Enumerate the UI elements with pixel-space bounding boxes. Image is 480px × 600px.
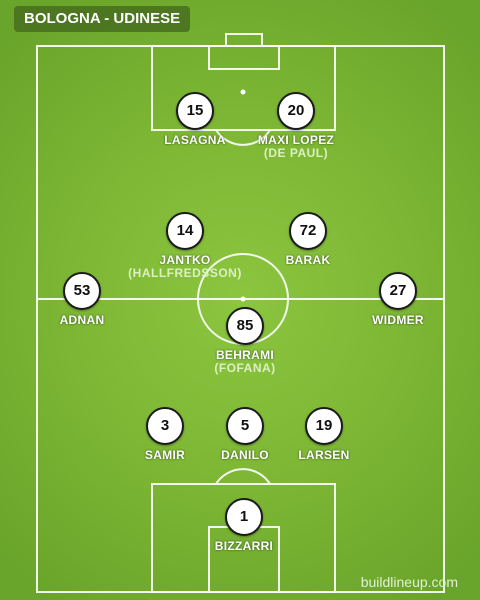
player-1[interactable]: 1 BIZZARRI [174, 498, 314, 553]
player-number-badge: 5 [226, 407, 264, 445]
player-72[interactable]: 72 BARAK [238, 212, 378, 267]
player-number-badge: 53 [63, 272, 101, 310]
player-name: LARSEN [298, 448, 350, 462]
player-85[interactable]: 85 BEHRAMI (FOFANA) [175, 307, 315, 375]
player-number-badge: 15 [176, 92, 214, 130]
top-penalty-arc [215, 129, 271, 146]
substitute-name: (FOFANA) [214, 361, 276, 375]
top-goal [225, 33, 263, 47]
center-spot [240, 296, 246, 302]
player-20[interactable]: 20 MAXI LOPEZ (DE PAUL) [226, 92, 366, 160]
player-19[interactable]: 19 LARSEN [254, 407, 394, 462]
player-number-badge: 14 [166, 212, 204, 250]
substitute-name: (HALLFREDSSON) [128, 266, 242, 280]
player-number-badge: 19 [305, 407, 343, 445]
player-number-badge: 20 [277, 92, 315, 130]
player-5[interactable]: 5 DANILO [175, 407, 315, 462]
top-goal-area [208, 45, 280, 70]
bottom-penalty-arc [215, 468, 271, 485]
player-number-badge: 72 [289, 212, 327, 250]
substitute-name: (DE PAUL) [263, 146, 329, 160]
player-name: MAXI LOPEZ [257, 133, 335, 147]
player-name: WIDMER [372, 313, 424, 327]
player-27[interactable]: 27 WIDMER [328, 272, 468, 327]
player-53[interactable]: 53 ADNAN [12, 272, 152, 327]
player-number-badge: 27 [379, 272, 417, 310]
player-number-badge: 1 [225, 498, 263, 536]
player-name: BARAK [285, 253, 331, 267]
player-name: BIZZARRI [214, 539, 274, 553]
player-14[interactable]: 14 JANTKO (HALLFREDSSON) [115, 212, 255, 280]
match-title: BOLOGNA - UDINESE [14, 6, 191, 32]
player-name: LASAGNA [164, 133, 226, 147]
player-name: BEHRAMI [215, 348, 275, 362]
player-3[interactable]: 3 SAMIR [95, 407, 235, 462]
player-name: SAMIR [144, 448, 186, 462]
site-watermark: buildlineup.com [360, 574, 458, 590]
player-name: JANTKO [159, 253, 211, 267]
player-number-badge: 85 [226, 307, 264, 345]
player-name: DANILO [221, 448, 269, 462]
player-number-badge: 3 [146, 407, 184, 445]
player-15[interactable]: 15 LASAGNA [125, 92, 265, 147]
top-penalty-spot [240, 89, 246, 95]
player-name: ADNAN [59, 313, 105, 327]
